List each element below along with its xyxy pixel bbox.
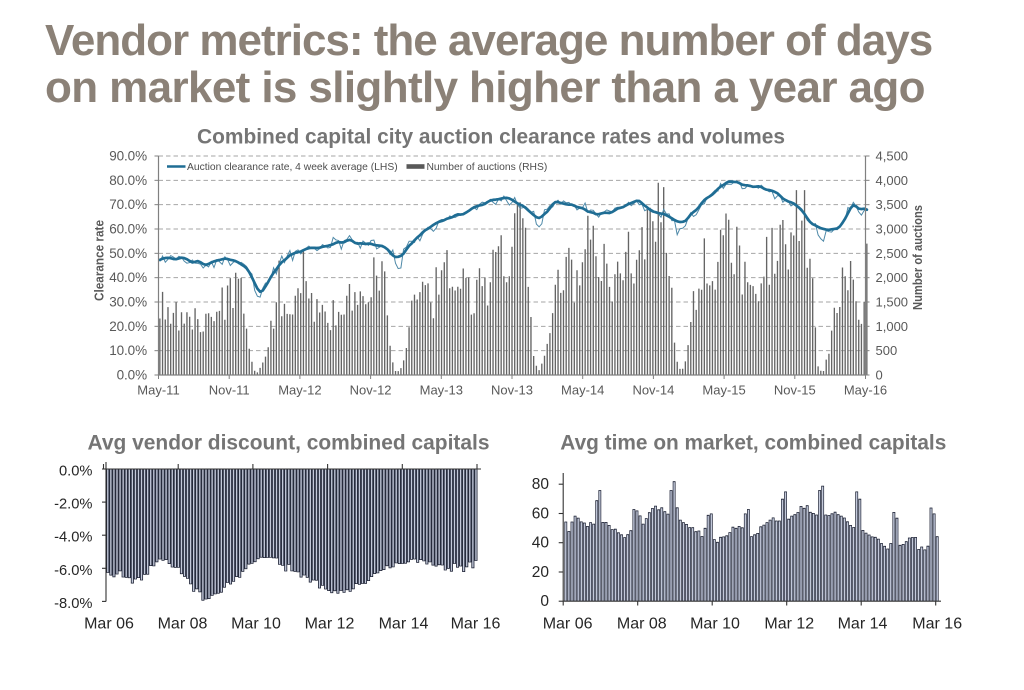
svg-text:Nov-15: Nov-15: [774, 383, 816, 398]
svg-text:May-14: May-14: [561, 383, 604, 398]
svg-text:-8.0%: -8.0%: [54, 596, 92, 612]
svg-text:1,500: 1,500: [876, 295, 909, 310]
svg-text:Number of auctions: Number of auctions: [910, 205, 925, 310]
svg-text:500: 500: [876, 343, 898, 358]
svg-text:40: 40: [532, 535, 550, 552]
svg-text:0.0%: 0.0%: [117, 368, 147, 383]
svg-text:Nov-12: Nov-12: [350, 383, 392, 398]
svg-text:-4.0%: -4.0%: [54, 530, 92, 546]
svg-text:May-13: May-13: [420, 383, 463, 398]
svg-text:2,000: 2,000: [876, 270, 909, 285]
svg-text:Nov-13: Nov-13: [491, 383, 533, 398]
svg-text:Clearance rate: Clearance rate: [92, 220, 107, 301]
svg-text:Mar 16: Mar 16: [451, 616, 501, 633]
svg-text:Mar 16: Mar 16: [912, 616, 962, 633]
svg-text:90.0%: 90.0%: [109, 149, 147, 164]
svg-text:Auction clearance rate, 4 week: Auction clearance rate, 4 week average (…: [187, 162, 398, 173]
svg-text:Mar 10: Mar 10: [690, 616, 740, 633]
svg-text:0.0%: 0.0%: [59, 464, 92, 480]
svg-text:Mar 14: Mar 14: [838, 616, 888, 633]
svg-text:30.0%: 30.0%: [109, 295, 147, 310]
svg-text:Mar 12: Mar 12: [305, 616, 355, 633]
svg-text:Combined capital city auction: Combined capital city auction clearance …: [197, 126, 785, 149]
svg-text:80.0%: 80.0%: [109, 173, 147, 188]
svg-text:May-12: May-12: [278, 383, 321, 398]
svg-text:Mar 08: Mar 08: [617, 616, 667, 633]
svg-text:3,500: 3,500: [876, 197, 909, 212]
svg-text:60.0%: 60.0%: [109, 222, 147, 237]
svg-text:May-15: May-15: [702, 383, 745, 398]
svg-text:May-16: May-16: [844, 383, 887, 398]
svg-text:Mar 12: Mar 12: [764, 616, 814, 633]
svg-text:-2.0%: -2.0%: [54, 497, 92, 513]
svg-text:Mar 08: Mar 08: [158, 616, 208, 633]
svg-text:May-11: May-11: [137, 383, 179, 398]
svg-text:10.0%: 10.0%: [109, 343, 147, 358]
svg-text:50.0%: 50.0%: [109, 246, 147, 261]
svg-text:3,000: 3,000: [876, 222, 909, 237]
svg-text:Number of auctions (RHS): Number of auctions (RHS): [427, 162, 548, 173]
svg-text:0: 0: [876, 368, 883, 383]
svg-text:20.0%: 20.0%: [109, 319, 147, 334]
svg-text:Avg vendor discount, combined: Avg vendor discount, combined capitals: [88, 431, 490, 454]
svg-text:20: 20: [532, 564, 550, 581]
svg-text:Mar 06: Mar 06: [543, 616, 593, 633]
svg-text:60: 60: [532, 506, 550, 523]
svg-text:4,500: 4,500: [876, 149, 909, 164]
svg-text:Nov-14: Nov-14: [632, 383, 674, 398]
svg-text:70.0%: 70.0%: [109, 197, 147, 212]
svg-text:0: 0: [540, 593, 549, 610]
svg-text:80: 80: [532, 476, 550, 493]
svg-text:40.0%: 40.0%: [109, 270, 147, 285]
svg-text:2,500: 2,500: [876, 246, 909, 261]
svg-text:Mar 14: Mar 14: [379, 616, 429, 633]
svg-text:Mar 10: Mar 10: [231, 616, 281, 633]
svg-text:-6.0%: -6.0%: [54, 563, 92, 579]
svg-text:Avg time on market, combined c: Avg time on market, combined capitals: [560, 431, 946, 454]
svg-text:4,000: 4,000: [876, 173, 909, 188]
svg-text:Nov-11: Nov-11: [209, 383, 250, 398]
svg-text:Mar 06: Mar 06: [84, 616, 134, 633]
svg-text:1,000: 1,000: [876, 319, 909, 334]
